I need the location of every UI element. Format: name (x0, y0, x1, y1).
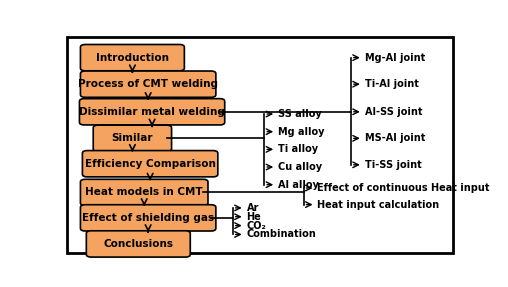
FancyBboxPatch shape (86, 231, 190, 257)
FancyBboxPatch shape (93, 125, 172, 152)
Text: Mg alloy: Mg alloy (278, 127, 325, 137)
FancyBboxPatch shape (80, 179, 208, 205)
Text: Similar: Similar (112, 133, 153, 143)
Text: SS alloy: SS alloy (278, 109, 322, 119)
Text: He: He (246, 212, 261, 222)
Text: Efficiency Comparison: Efficiency Comparison (85, 159, 215, 169)
Text: Ti alloy: Ti alloy (278, 144, 318, 154)
Text: Process of CMT welding: Process of CMT welding (78, 79, 218, 89)
Text: CO₂: CO₂ (246, 221, 266, 230)
Text: Mg-Al joint: Mg-Al joint (365, 53, 425, 63)
Text: Al-SS joint: Al-SS joint (365, 107, 422, 117)
FancyBboxPatch shape (79, 99, 225, 125)
FancyBboxPatch shape (80, 205, 216, 231)
Text: Ar: Ar (246, 203, 259, 213)
Text: Ti-Al joint: Ti-Al joint (365, 79, 419, 89)
Text: Effect of shielding gas: Effect of shielding gas (82, 213, 214, 223)
Text: Effect of continuous Heat input: Effect of continuous Heat input (318, 183, 490, 193)
Text: Combination: Combination (246, 229, 316, 239)
Text: Conclusions: Conclusions (103, 239, 173, 249)
FancyBboxPatch shape (82, 151, 218, 177)
FancyBboxPatch shape (80, 44, 184, 71)
FancyBboxPatch shape (68, 37, 453, 253)
Text: Cu alloy: Cu alloy (278, 162, 322, 172)
Text: Heat input calculation: Heat input calculation (318, 199, 439, 210)
Text: Ti-SS joint: Ti-SS joint (365, 160, 422, 170)
Text: Heat models in CMT: Heat models in CMT (85, 187, 203, 197)
FancyBboxPatch shape (80, 71, 216, 97)
Text: Introduction: Introduction (96, 53, 169, 63)
Text: Dissimilar metal welding: Dissimilar metal welding (79, 107, 225, 117)
Text: Al alloy: Al alloy (278, 180, 319, 190)
Text: MS-Al joint: MS-Al joint (365, 133, 425, 143)
